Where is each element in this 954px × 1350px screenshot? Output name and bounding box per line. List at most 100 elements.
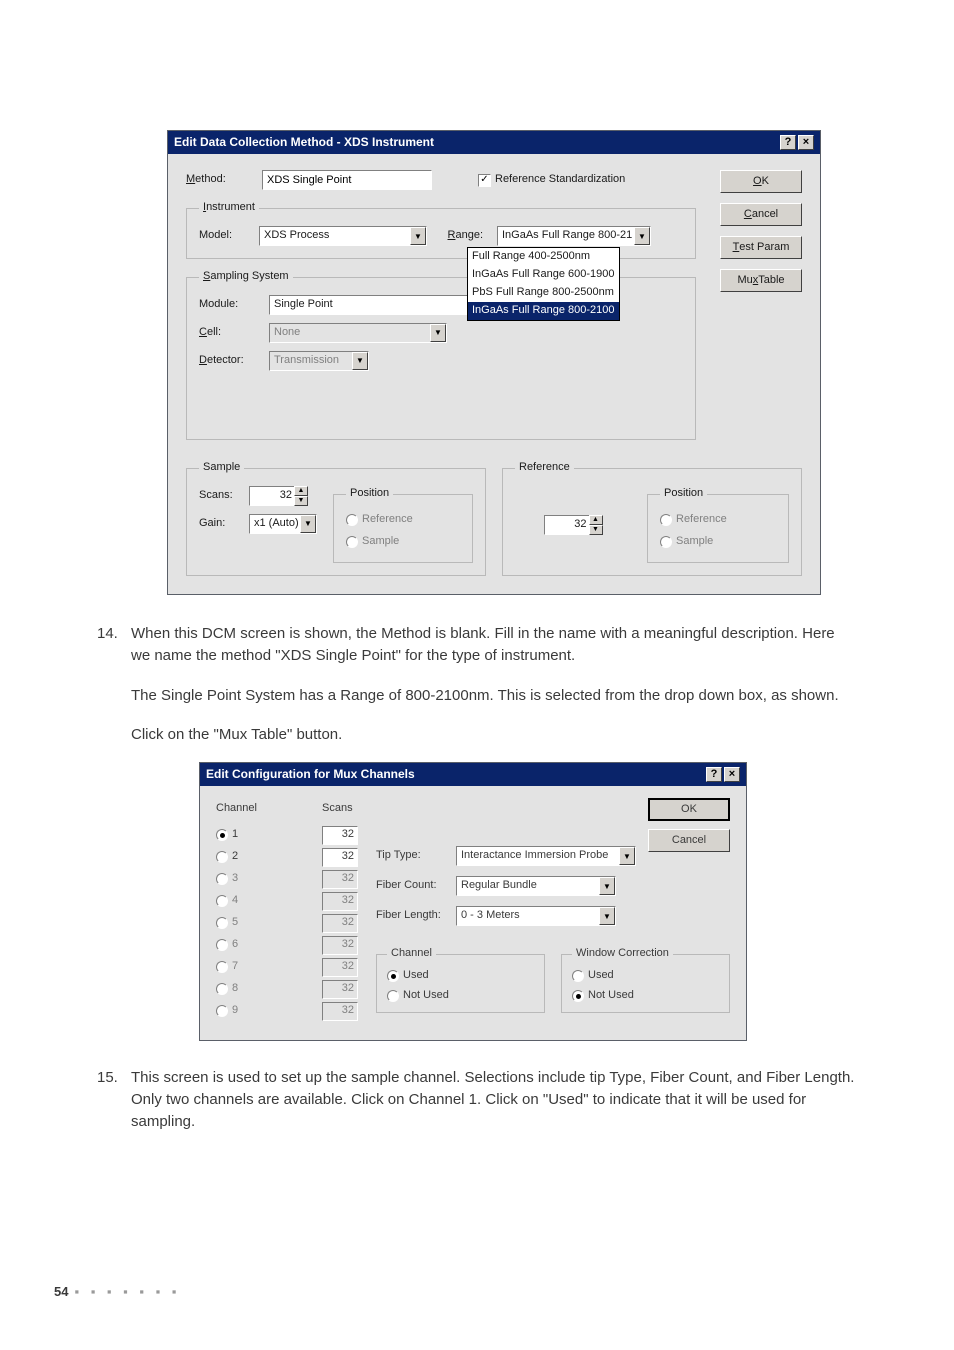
position-sample-radio	[346, 536, 358, 548]
dialog-title: Edit Configuration for Mux Channels	[206, 766, 415, 783]
page-number: 54	[54, 1283, 68, 1302]
chevron-down-icon: ▼	[300, 515, 316, 533]
chevron-down-icon: ▼	[599, 907, 615, 925]
ok-button[interactable]: OK	[648, 798, 730, 821]
channel-row[interactable]: 2	[216, 846, 292, 868]
channel-radio[interactable]	[216, 829, 228, 841]
channel-row[interactable]: 1	[216, 824, 292, 846]
edit-dcm-dialog: Edit Data Collection Method - XDS Instru…	[167, 130, 821, 595]
close-icon[interactable]: ×	[724, 767, 740, 782]
channel-header: Channel	[216, 801, 292, 817]
module-select[interactable]: Single Point ▼	[269, 295, 489, 315]
cancel-button[interactable]: Cancel	[648, 829, 730, 852]
channel-row: 9	[216, 1000, 292, 1022]
fiber-length-label: Fiber Length:	[376, 908, 446, 924]
model-select[interactable]: XDS Process ▼	[259, 226, 427, 246]
gain-select[interactable]: x1 (Auto) ▼	[249, 514, 317, 534]
channel-row: 6	[216, 934, 292, 956]
fiber-count-label: Fiber Count:	[376, 878, 446, 894]
window-notused-radio[interactable]	[572, 990, 584, 1002]
channel-radio	[216, 939, 228, 951]
dialog-titlebar[interactable]: Edit Data Collection Method - XDS Instru…	[168, 131, 820, 154]
step-number: 15.	[97, 1067, 125, 1132]
detector-select: Transmission ▼	[269, 351, 369, 371]
help-icon[interactable]: ?	[780, 135, 796, 150]
sample-legend: Sample	[199, 460, 244, 476]
fiber-count-select[interactable]: Regular Bundle ▼	[456, 876, 616, 896]
ref-std-checkbox[interactable]: ✓ Reference Standardization	[478, 172, 625, 188]
position-sample-radio	[660, 536, 672, 548]
channel-row: 5	[216, 912, 292, 934]
channel-notused-radio[interactable]	[387, 990, 399, 1002]
ok-button[interactable]: OK	[720, 170, 802, 193]
spin-up-icon[interactable]: ▲	[589, 515, 603, 525]
sampling-legend: Sampling System	[199, 269, 293, 285]
channel-radio[interactable]	[216, 851, 228, 863]
range-option-selected[interactable]: InGaAs Full Range 800-2100	[468, 302, 619, 320]
channel-scans-input: 32	[322, 870, 358, 889]
chevron-down-icon: ▼	[619, 847, 635, 865]
tip-type-select[interactable]: Interactance Immersion Probe ▼	[456, 846, 636, 866]
position-reference-radio	[660, 514, 672, 526]
page-footer: 54 ▪ ▪ ▪ ▪ ▪ ▪ ▪	[54, 1283, 180, 1302]
spin-down-icon[interactable]: ▼	[589, 525, 603, 535]
channel-scans-input: 32	[322, 1002, 358, 1021]
step-number: 14.	[97, 623, 125, 667]
gain-label: Gain:	[199, 516, 239, 532]
channel-scans-input[interactable]: 32	[322, 826, 358, 845]
channel-scans-input[interactable]: 32	[322, 848, 358, 867]
ref-std-label: Reference Standardization	[495, 172, 625, 188]
spin-down-icon[interactable]: ▼	[294, 496, 308, 506]
position-legend: Position	[660, 486, 707, 502]
window-fs-legend: Window Correction	[572, 946, 673, 962]
model-label: Model:	[199, 228, 245, 244]
module-label: Module:	[199, 297, 259, 313]
cell-select: None ▼	[269, 323, 447, 343]
channel-radio	[216, 873, 228, 885]
channel-radio	[216, 917, 228, 929]
reference-scans-input[interactable]: 32	[544, 515, 590, 535]
step-14b: The Single Point System has a Range of 8…	[131, 685, 857, 707]
position-legend: Position	[346, 486, 393, 502]
dialog-title: Edit Data Collection Method - XDS Instru…	[174, 134, 434, 151]
step-text: When this DCM screen is shown, the Metho…	[131, 623, 857, 667]
range-dropdown-list[interactable]: Full Range 400-2500nm InGaAs Full Range …	[467, 247, 620, 321]
method-label: Method:	[186, 172, 246, 188]
sample-scans-input[interactable]: 32	[249, 486, 295, 506]
scans-header: Scans	[322, 801, 353, 817]
chevron-down-icon: ▼	[352, 352, 368, 370]
method-input[interactable]	[262, 170, 432, 190]
range-select[interactable]: InGaAs Full Range 800-21 ▼	[497, 226, 651, 246]
chevron-down-icon: ▼	[430, 324, 446, 342]
cancel-button[interactable]: Cancel	[720, 203, 802, 226]
close-icon[interactable]: ×	[798, 135, 814, 150]
channel-used-radio[interactable]	[387, 970, 399, 982]
range-label: Range:	[441, 228, 483, 244]
range-option[interactable]: Full Range 400-2500nm	[468, 248, 619, 266]
channel-row: 7	[216, 956, 292, 978]
channel-scans-input: 32	[322, 958, 358, 977]
window-used-radio[interactable]	[572, 970, 584, 982]
step-14: 14. When this DCM screen is shown, the M…	[97, 623, 857, 667]
channel-radio	[216, 961, 228, 973]
help-icon[interactable]: ?	[706, 767, 722, 782]
dialog-titlebar[interactable]: Edit Configuration for Mux Channels ? ×	[200, 763, 746, 786]
channel-scans-input: 32	[322, 936, 358, 955]
detector-label: Detector:	[199, 353, 259, 369]
position-reference-radio	[346, 514, 358, 526]
channel-scans-input: 32	[322, 892, 358, 911]
channel-scans-input: 32	[322, 980, 358, 999]
footer-dots: ▪ ▪ ▪ ▪ ▪ ▪ ▪	[74, 1283, 180, 1302]
chevron-down-icon: ▼	[410, 227, 426, 245]
spin-up-icon[interactable]: ▲	[294, 486, 308, 496]
step-14c: Click on the "Mux Table" button.	[131, 724, 857, 746]
range-option[interactable]: InGaAs Full Range 600-1900	[468, 266, 619, 284]
channel-radio	[216, 1005, 228, 1017]
channel-radio	[216, 983, 228, 995]
range-option[interactable]: PbS Full Range 800-2500nm	[468, 284, 619, 302]
mux-table-button[interactable]: Mux Table	[720, 269, 802, 292]
fiber-length-select[interactable]: 0 - 3 Meters ▼	[456, 906, 616, 926]
channel-row: 3	[216, 868, 292, 890]
test-param-button[interactable]: Test Param	[720, 236, 802, 259]
channel-radio	[216, 895, 228, 907]
